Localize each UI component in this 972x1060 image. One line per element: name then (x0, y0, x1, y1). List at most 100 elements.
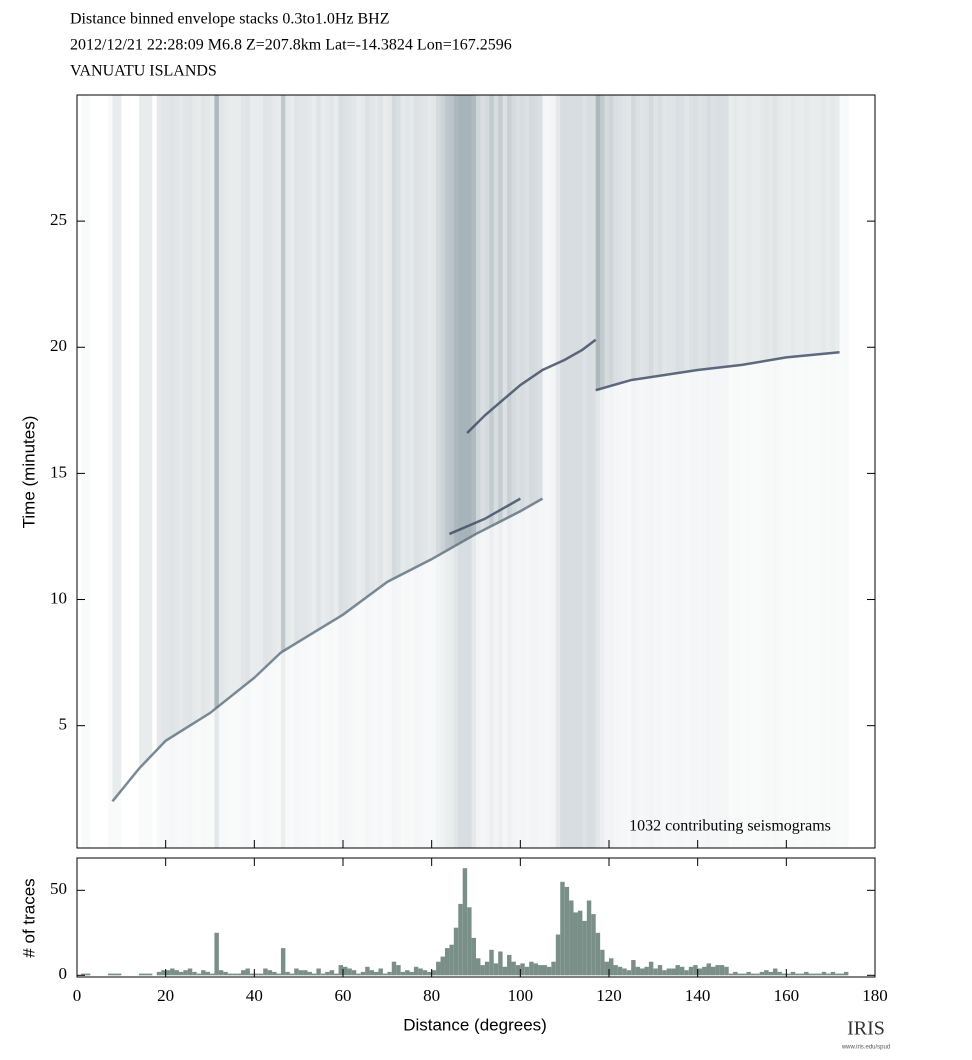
histogram-bar (577, 910, 583, 976)
histogram-bar (471, 937, 476, 976)
trace-column (546, 95, 552, 848)
histogram-bar (591, 914, 596, 976)
trace-column (325, 95, 330, 848)
trace-column (471, 95, 476, 848)
histogram-bar (493, 963, 499, 976)
histogram-bar (196, 973, 202, 976)
trace-column (272, 95, 277, 848)
histogram-bar (227, 973, 233, 976)
histogram-bar (742, 973, 747, 976)
histogram-bar (232, 973, 237, 976)
histogram-bar (795, 973, 800, 976)
trace-column (387, 95, 392, 848)
trace-envelope (422, 95, 428, 563)
x-tick-label: 60 (335, 986, 352, 1005)
trace-column (573, 95, 578, 848)
histogram-bar (604, 961, 609, 976)
trace-envelope (706, 95, 711, 369)
trace-envelope (334, 95, 339, 619)
trace-column (187, 95, 193, 848)
x-tick-label: 100 (508, 986, 534, 1005)
histogram-bar (555, 934, 561, 976)
histogram-bar (258, 973, 264, 976)
histogram-bar (174, 970, 179, 976)
trace-column (458, 95, 463, 848)
trace-envelope (737, 95, 742, 366)
trace-column (653, 95, 658, 848)
trace-column (684, 95, 689, 848)
trace-envelope (648, 95, 654, 378)
trace-column (467, 95, 472, 848)
trace-envelope (502, 95, 508, 520)
trace-column (192, 95, 197, 848)
trace-envelope (529, 95, 534, 505)
trace-column (205, 95, 210, 848)
trace-envelope (205, 95, 210, 715)
trace-column (724, 95, 729, 848)
trace-column (400, 95, 406, 848)
trace-column (360, 95, 366, 848)
histogram-bar (773, 968, 778, 976)
trace-envelope (405, 95, 410, 572)
trace-column (214, 95, 219, 848)
histogram-bar (715, 965, 720, 976)
trace-envelope (311, 95, 317, 633)
trace-column (480, 95, 485, 848)
histogram-bar (413, 966, 419, 976)
trace-envelope (285, 95, 290, 649)
histogram-bar (511, 961, 516, 976)
trace-envelope (400, 95, 406, 574)
trace-envelope (147, 95, 153, 757)
histogram-bar (786, 973, 791, 976)
trace-column (524, 95, 530, 848)
trace-envelope (267, 95, 273, 664)
trace-column (631, 95, 636, 848)
trace-column (702, 95, 707, 848)
trace-envelope (458, 95, 463, 543)
histogram-bar (640, 968, 645, 976)
histogram-bar (826, 973, 831, 976)
trace-envelope (396, 95, 401, 577)
trace-envelope (187, 95, 193, 726)
histogram-bar (546, 966, 552, 976)
histogram-bar (768, 971, 774, 976)
histogram-bar (147, 973, 153, 976)
trace-column (484, 95, 490, 848)
histogram-bar (139, 973, 144, 976)
histogram-bar (755, 973, 760, 976)
trace-column (609, 95, 614, 848)
histogram-bar (737, 973, 742, 976)
trace-envelope (493, 95, 499, 524)
histogram-bar (241, 970, 246, 976)
histogram-bar (263, 968, 268, 976)
trace-column (405, 95, 410, 848)
histogram-bar (325, 971, 330, 976)
trace-envelope (196, 95, 202, 720)
histogram-bar (223, 971, 228, 976)
trace-column (595, 95, 601, 848)
trace-column (476, 95, 481, 848)
histogram-bar (178, 971, 184, 976)
histogram-bar (205, 971, 210, 976)
trace-envelope (298, 95, 304, 641)
histogram-bar (609, 958, 614, 976)
trace-column (600, 95, 605, 848)
trace-column (396, 95, 401, 848)
trace-column (538, 95, 543, 848)
trace-envelope (830, 95, 836, 353)
trace-column (440, 95, 445, 848)
trace-envelope (746, 95, 751, 364)
trace-envelope (343, 95, 348, 614)
trace-envelope (799, 95, 805, 356)
logo: IRIS (847, 1018, 885, 1040)
trace-envelope (826, 95, 831, 354)
trace-column (431, 95, 437, 848)
histogram-bar (303, 970, 308, 976)
trace-column (560, 95, 565, 848)
histogram-bar (524, 966, 530, 976)
trace-column (201, 95, 206, 848)
trace-column (329, 95, 335, 848)
trace-column (764, 95, 769, 848)
histogram-bar (724, 966, 729, 976)
